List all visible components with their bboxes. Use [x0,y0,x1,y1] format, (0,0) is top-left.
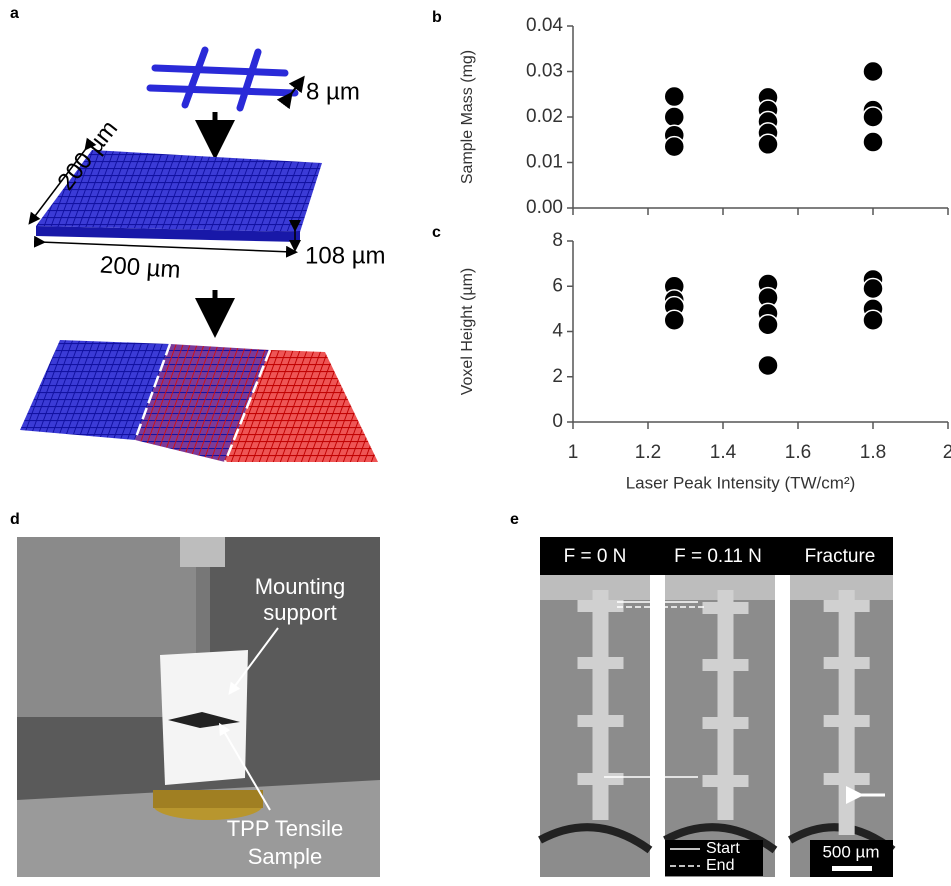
annotation: support [263,600,336,625]
data-point [758,315,778,335]
x-tick-label: 2 [943,442,951,463]
header: F = 0 N [564,546,627,567]
data-point [758,134,778,154]
dimension-label: 8 µm [306,78,360,105]
y-axis-label: Voxel Height (µm) [459,268,476,395]
specimen-tab [824,600,870,612]
specimen-tab [578,600,624,612]
dimension-label: 108 µm [305,242,386,269]
y-axis-label: Sample Mass (mg) [459,50,476,184]
y-tick-label: 0 [552,411,563,432]
crossbars [150,50,295,108]
dimension-label: 200 µm [99,251,181,284]
data-point [863,310,883,330]
x-tick-label: 1.6 [785,442,811,463]
panel-label: b [432,9,442,26]
data-point [664,87,684,107]
data-point [863,107,883,127]
panel-label: d [10,511,20,528]
y-tick-label: 8 [552,230,563,251]
scatter-chart: c 0 2 4 6 8 1 1.2 1.4 1.6 1.8 2 Voxel Height (µm) Las… [432,224,951,492]
scale-bar [832,866,872,871]
panel-a: a 8 µm 200 µm 200 µm 108 µm [10,5,386,462]
specimen-tab [703,602,749,614]
photo-clamp [180,537,225,567]
header: F = 0.11 N [674,546,762,567]
data-point [863,62,883,82]
x-axis-label: Laser Peak Intensity (TW/cm²) [626,473,856,492]
annotation: TPP Tensile [227,816,344,841]
annotation: Mounting [255,574,346,599]
panel-label: c [432,224,441,241]
specimen-tab [578,657,624,669]
specimen-tab [578,715,624,727]
y-tick-label: 4 [552,321,563,342]
specimen-tab [824,657,870,669]
specimen [839,590,855,835]
y-tick-label: 0.04 [526,15,563,36]
legend-label: End [706,857,734,874]
data-point [863,279,883,299]
y-tick-label: 6 [552,275,563,296]
y-tick-label: 0.03 [526,61,563,82]
y-tick-label: 2 [552,366,563,387]
data-point [758,355,778,375]
data-point [664,137,684,157]
x-tick-label: 1.2 [635,442,661,463]
photo-rod [196,567,210,667]
x-tick-label: 1.4 [710,442,737,463]
y-tick-label: 0.00 [526,197,563,218]
x-tick-label: 1.8 [860,442,886,463]
photo-base [153,790,263,808]
specimen [593,590,609,820]
specimen-tab [824,773,870,785]
panel-label: a [10,5,19,22]
y-tick-label: 0.02 [526,106,563,127]
y-tick-label: 0.01 [526,152,563,173]
header: Fracture [805,546,876,567]
panel-e: e F = 0 N F = 0.11 N Fracture Start End … [510,511,893,877]
figure: a 8 µm 200 µm 200 µm 108 µm d Mounting s… [0,0,951,881]
specimen-tab [703,717,749,729]
annotation: Sample [248,844,323,869]
legend-label: Start [706,840,740,857]
panel-label: e [510,511,519,528]
specimen-tab [703,775,749,787]
specimen-tab [824,715,870,727]
scale-label: 500 µm [822,842,879,861]
data-point [863,132,883,152]
specimen-tab [578,773,624,785]
x-tick-label: 1 [568,442,579,463]
dimension-arrow [40,242,292,252]
data-point [664,310,684,330]
data-point [664,107,684,127]
specimen-tab [703,659,749,671]
panel-d: d Mounting support TPP Tensile Sample [10,511,380,877]
scatter-chart: b 0.00 0.01 0.02 0.03 0.04 Sample Mass (mg) [432,9,948,218]
